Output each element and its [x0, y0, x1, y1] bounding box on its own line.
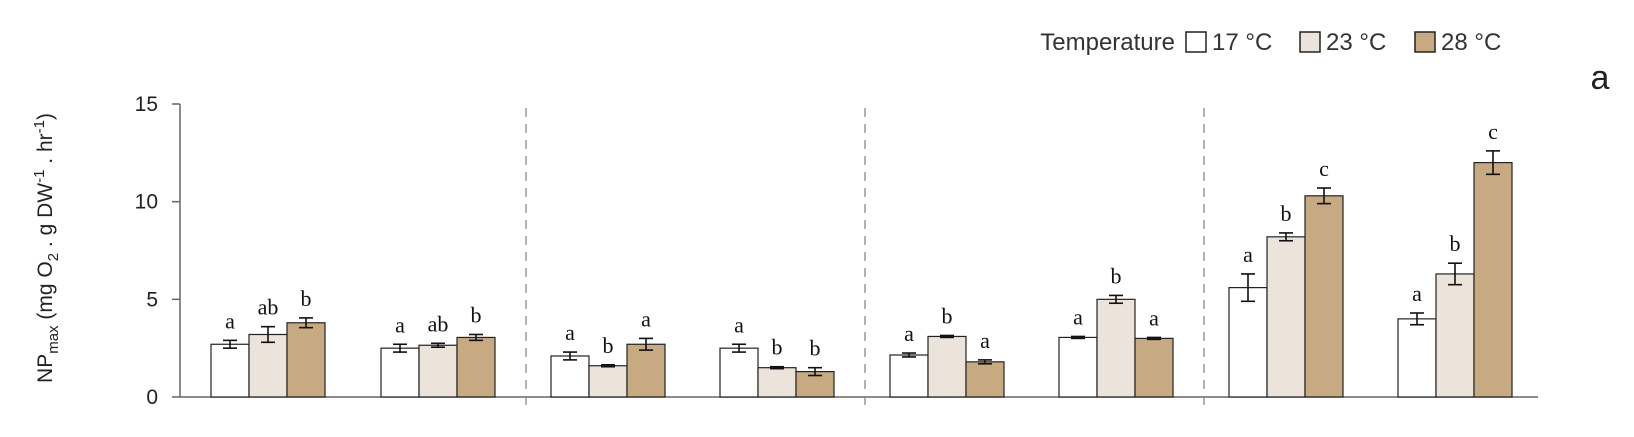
y-axis-label: NPmax (mg O2 . g DW-1 . hr-1) [31, 113, 62, 383]
significance-letter: b [301, 286, 312, 311]
y-tick-label: 0 [146, 386, 158, 409]
bar [1304, 195, 1344, 398]
significance-letter: a [1243, 242, 1253, 267]
bar [719, 347, 759, 398]
bar [1134, 337, 1174, 398]
bar [418, 344, 458, 398]
significance-letter: b [1281, 201, 1292, 226]
significance-letter: a [1149, 305, 1159, 330]
significance-letter: ab [428, 311, 449, 336]
significance-letter: b [942, 303, 953, 328]
significance-letter: b [603, 333, 614, 358]
significance-letter: a [1412, 281, 1422, 306]
bar [1058, 336, 1098, 398]
legend-item-label: 17 °C [1212, 29, 1272, 56]
bar [889, 354, 929, 398]
significance-letter: c [1319, 156, 1329, 181]
legend-swatch [1185, 31, 1207, 53]
y-axis-label-part2: . g DW [34, 183, 57, 253]
bar [1435, 273, 1475, 398]
significance-letter: a [904, 321, 914, 346]
y-axis-label-sup: -1 [31, 170, 48, 183]
significance-letter: b [1111, 263, 1122, 288]
significance-letter: a [641, 306, 651, 331]
bar [248, 333, 288, 398]
legend: Temperature 17 °C 23 °C 28 °C [1040, 29, 1501, 56]
bar [965, 361, 1005, 398]
significance-letter: b [1450, 231, 1461, 256]
y-axis-label-part3: . hr [34, 133, 57, 169]
y-axis-label-sub2: 2 [45, 253, 62, 261]
bar [1473, 162, 1513, 398]
group-separators [525, 108, 1205, 411]
significance-letter: b [471, 302, 482, 327]
bar [210, 343, 250, 398]
bar [927, 335, 967, 398]
significance-letter: a [395, 312, 405, 337]
y-axis-label-part4: ) [34, 113, 57, 120]
legend-item-label: 28 °C [1441, 29, 1501, 56]
significance-letter: b [772, 335, 783, 360]
legend-swatch [1299, 31, 1321, 53]
bar [550, 355, 590, 398]
bar [1096, 298, 1136, 398]
bar [456, 336, 496, 398]
y-tick-label: 5 [146, 288, 158, 311]
significance-letter: a [1073, 304, 1083, 329]
y-tick-label: 15 [135, 93, 158, 116]
y-tick-label: 10 [135, 191, 158, 214]
y-axis-label-sup2: -1 [31, 120, 48, 133]
significance-letter: a [734, 312, 744, 337]
error-bars [223, 150, 1500, 377]
bar [1266, 236, 1306, 398]
bar [1397, 318, 1437, 398]
significance-letter: a [565, 320, 575, 345]
bar [286, 322, 326, 398]
legend-item-label: 23 °C [1326, 29, 1386, 56]
y-axis-label-part: (mg O [34, 261, 57, 325]
bar [380, 347, 420, 398]
y-axis-label-main: NP [34, 354, 57, 383]
legend-swatch [1414, 31, 1436, 53]
y-axis-label-sub: max [45, 325, 62, 354]
bar [757, 367, 797, 398]
significance-letter: a [980, 328, 990, 353]
legend-title: Temperature [1040, 29, 1175, 56]
bars [210, 162, 1513, 398]
significance-letter: b [810, 336, 821, 361]
significance-letter: ab [258, 295, 279, 320]
panel-label: a [1591, 59, 1610, 97]
bar [626, 343, 666, 398]
bar [588, 365, 628, 398]
bar [1228, 287, 1268, 398]
significance-letter: a [225, 308, 235, 333]
significance-letter: c [1488, 119, 1498, 144]
